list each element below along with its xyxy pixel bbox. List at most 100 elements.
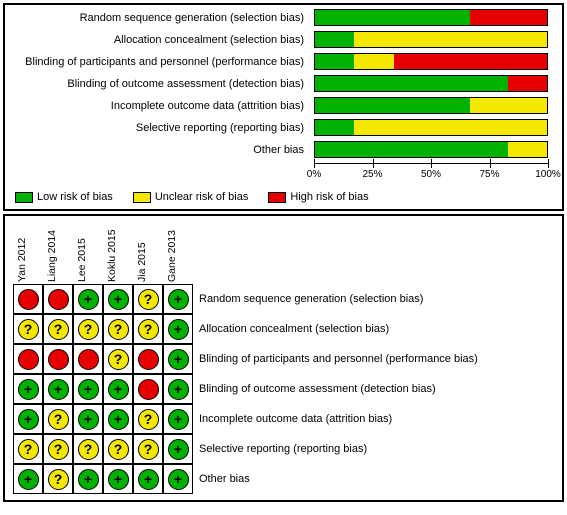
matrix-col-header: Liang 2014 [43,222,73,284]
risk-dot-low: + [48,379,69,400]
bar-track [314,53,548,70]
bar-seg-unclear [508,142,547,157]
bar-row: Incomplete outcome data (attrition bias) [314,97,548,114]
bar-chart-panel: Random sequence generation (selection bi… [3,3,564,211]
risk-dot-low: + [108,409,129,430]
axis-tick-label: 0% [307,169,321,180]
matrix-cell: + [163,464,193,494]
axis-tick-label: 50% [421,169,441,180]
legend: Low risk of bias Unclear risk of bias Hi… [9,187,558,205]
matrix-row-label: Allocation concealment (selection bias) [193,323,389,335]
matrix-cell: ? [43,314,73,344]
matrix-cell: ? [133,314,163,344]
matrix-cell: ? [43,464,73,494]
risk-matrix: Yan 2012Liang 2014Lee 2015Koklu 2015Jia … [9,220,558,496]
matrix-row: ?+Blinding of participants and personnel… [13,344,478,374]
matrix-col-header: Yan 2012 [13,222,43,284]
risk-dot-low: + [18,469,39,490]
risk-dot-low: + [168,409,189,430]
risk-dot-low: + [78,409,99,430]
bar-seg-high [508,76,547,91]
matrix-cell: + [103,464,133,494]
bar-row: Other bias [314,141,548,158]
matrix-cell: ? [13,314,43,344]
bar-label: Allocation concealment (selection bias) [9,34,309,46]
bar-row: Selective reporting (reporting bias) [314,119,548,136]
matrix-cell [73,344,103,374]
matrix-cell [13,344,43,374]
matrix-row-label: Incomplete outcome data (attrition bias) [193,413,392,425]
stacked-bar-chart: Random sequence generation (selection bi… [9,9,558,158]
bar-label: Other bias [9,144,309,156]
legend-swatch-high [268,192,286,203]
bar-seg-low [315,10,470,25]
risk-dot-unclear: ? [138,439,159,460]
matrix-col-header: Jia 2015 [133,222,163,284]
matrix-cell: ? [43,404,73,434]
matrix-cell: + [73,404,103,434]
bar-track [314,119,548,136]
bar-track [314,9,548,26]
bar-track [314,31,548,48]
matrix-row: +?++?+Incomplete outcome data (attrition… [13,404,478,434]
risk-dot-low: + [18,379,39,400]
matrix-cell: + [163,374,193,404]
matrix-cell: ? [133,404,163,434]
matrix-row: +?++++Other bias [13,464,478,494]
risk-dot-high [138,379,159,400]
axis-tick [314,159,315,168]
bar-label: Incomplete outcome data (attrition bias) [9,100,309,112]
bar-seg-high [470,10,547,25]
risk-dot-low: + [108,469,129,490]
risk-dot-high [48,349,69,370]
bar-seg-unclear [470,98,547,113]
risk-dot-high [48,289,69,310]
matrix-cell: + [103,284,133,314]
bar-track [314,75,548,92]
risk-dot-unclear: ? [48,319,69,340]
bar-seg-low [315,120,354,135]
matrix-row: ++?+Random sequence generation (selectio… [13,284,478,314]
matrix-cell: + [163,344,193,374]
matrix-cell: + [13,464,43,494]
bar-label: Blinding of outcome assessment (detectio… [9,78,309,90]
x-axis: 0%25%50%75%100% [314,163,548,187]
bar-seg-high [394,54,547,69]
legend-swatch-low [15,192,33,203]
matrix-row-label: Other bias [193,473,250,485]
matrix-row: ?????+Selective reporting (reporting bia… [13,434,478,464]
risk-dot-unclear: ? [138,289,159,310]
matrix-cell: + [133,464,163,494]
bar-seg-unclear [354,32,547,47]
legend-label-low: Low risk of bias [37,191,113,203]
matrix-cell [133,374,163,404]
risk-dot-unclear: ? [108,319,129,340]
bar-track [314,141,548,158]
matrix-cell [43,284,73,314]
matrix-cell: + [103,404,133,434]
risk-dot-low: + [78,289,99,310]
bar-track [314,97,548,114]
risk-dot-high [78,349,99,370]
bar-row: Blinding of participants and personnel (… [314,53,548,70]
risk-dot-low: + [108,379,129,400]
axis-tick [548,159,549,168]
matrix-cell: + [163,434,193,464]
bar-label: Random sequence generation (selection bi… [9,12,309,24]
matrix-cell: + [163,314,193,344]
risk-dot-unclear: ? [48,409,69,430]
matrix-cell: + [73,284,103,314]
bar-seg-low [315,32,354,47]
matrix-cell: + [73,464,103,494]
matrix-cell: ? [13,434,43,464]
risk-dot-unclear: ? [78,319,99,340]
risk-dot-unclear: ? [78,439,99,460]
risk-dot-unclear: ? [138,319,159,340]
risk-dot-high [18,349,39,370]
risk-dot-unclear: ? [18,439,39,460]
matrix-cell [13,284,43,314]
risk-matrix-panel: Yan 2012Liang 2014Lee 2015Koklu 2015Jia … [3,214,564,502]
axis-tick [373,159,374,168]
risk-dot-unclear: ? [18,319,39,340]
axis-tick-label: 100% [535,169,561,180]
